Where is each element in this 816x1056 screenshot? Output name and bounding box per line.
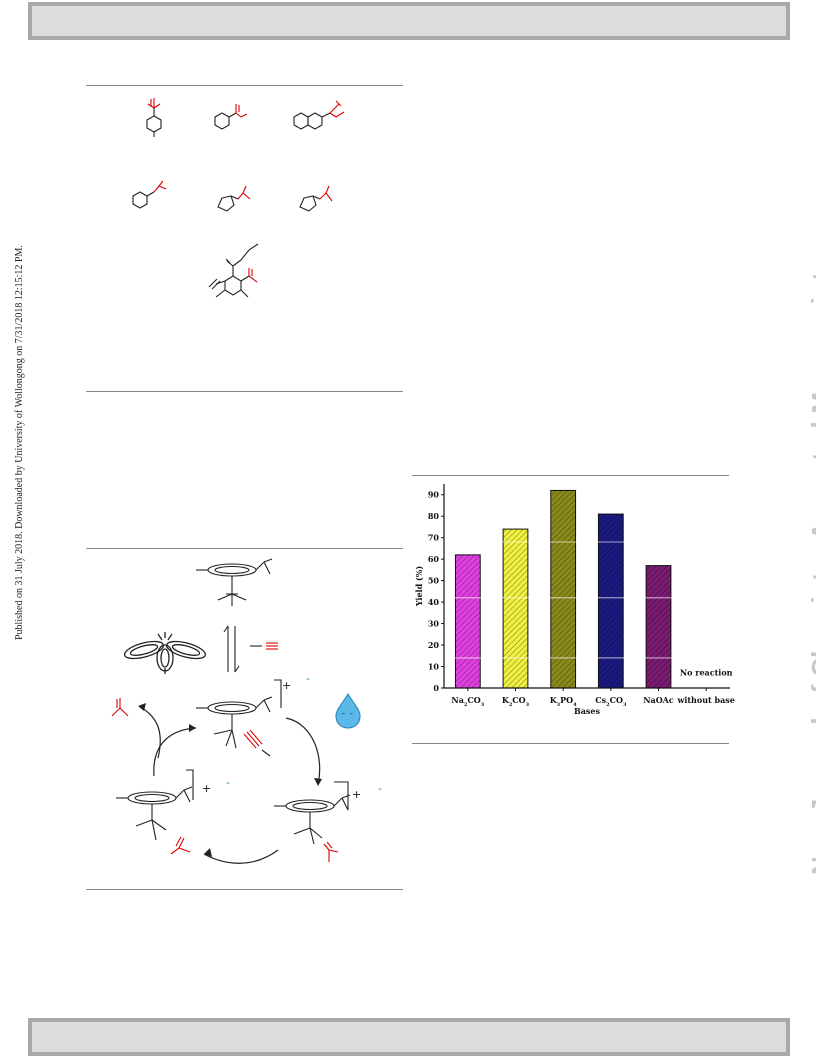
bar-K2CO3 bbox=[502, 528, 529, 689]
charge-minus-water-2: - bbox=[350, 709, 353, 718]
y-tick-label: 10 bbox=[428, 662, 440, 672]
catalytic-cycle-scheme: + - + - + - - - bbox=[111, 558, 382, 864]
structure-aryl-ketone-3 bbox=[132, 180, 167, 209]
y-tick-label: 40 bbox=[428, 597, 440, 607]
y-axis-label: Yield (%) bbox=[414, 566, 424, 608]
table-top-rule bbox=[86, 85, 403, 86]
figure-bottom-rule bbox=[412, 743, 729, 744]
cycle-arrows bbox=[141, 707, 321, 864]
x-tick-label: K2CO3 bbox=[502, 695, 530, 708]
charge-minus-middle: - bbox=[306, 672, 310, 685]
structure-aryl-ketone-1 bbox=[146, 98, 162, 137]
yield-bar-chart: 0 10 20 30 40 50 60 70 80 90 Na2CO3 K2CO3 K3PO4 Cs2CO… bbox=[414, 484, 735, 716]
structure-naphthyl-ketone bbox=[293, 100, 345, 130]
y-tick-label: 60 bbox=[428, 554, 440, 564]
bar-K3PO4 bbox=[550, 489, 577, 689]
y-tick-label: 80 bbox=[428, 511, 440, 521]
page-header-bar bbox=[28, 2, 790, 40]
x-tick-label: without base bbox=[676, 695, 734, 705]
ruthenium-complex-bottom-right bbox=[274, 781, 351, 862]
structure-aryl-ketone-2 bbox=[214, 104, 248, 130]
x-tick-label: Na2CO3 bbox=[451, 695, 484, 708]
water-drop-icon bbox=[335, 692, 361, 729]
structure-pyridine-ester-ketone bbox=[208, 243, 259, 298]
y-tick-label: 90 bbox=[428, 490, 440, 500]
alkyne-reagent bbox=[250, 642, 278, 650]
x-tick-label: Cs2CO3 bbox=[595, 695, 627, 708]
charge-plus-middle: + bbox=[282, 679, 291, 692]
ketone-product bbox=[111, 698, 129, 717]
scheme-top-rule bbox=[86, 548, 403, 549]
charge-minus-water-1: - bbox=[342, 709, 345, 718]
y-tick-label: 30 bbox=[428, 619, 440, 629]
ruthenium-complex-top bbox=[196, 558, 273, 606]
y-tick-label: 20 bbox=[428, 640, 440, 650]
table-bottom-rule bbox=[86, 391, 403, 392]
ruthenium-complex-middle bbox=[196, 679, 282, 757]
equilibrium-arrows bbox=[223, 625, 240, 673]
charge-minus-right: - bbox=[378, 782, 382, 795]
y-tick-label: 0 bbox=[433, 683, 439, 693]
x-axis-label: Bases bbox=[574, 706, 601, 716]
bar-NaOAc bbox=[645, 565, 672, 689]
bar-Na2CO3 bbox=[454, 554, 481, 689]
substrate-structures bbox=[132, 98, 345, 298]
bar-Cs2CO3 bbox=[597, 513, 624, 689]
charge-minus-left: - bbox=[226, 776, 230, 789]
structure-heteroaryl-ketone-1 bbox=[217, 185, 251, 212]
x-tick-label: NaOAc bbox=[643, 695, 674, 705]
phosphine-ligand bbox=[123, 632, 207, 674]
charge-plus-right: + bbox=[352, 788, 361, 801]
charge-plus-left: + bbox=[202, 782, 211, 795]
scheme-bottom-rule bbox=[86, 889, 403, 890]
x-tick-label: K3PO4 bbox=[550, 695, 577, 708]
structure-heteroaryl-ketone-2 bbox=[299, 185, 333, 212]
ruthenium-complex-bottom-left bbox=[116, 769, 194, 855]
page-footer-bar bbox=[28, 1018, 790, 1056]
y-tick-label: 50 bbox=[428, 576, 440, 586]
no-reaction-annotation: No reaction bbox=[680, 668, 733, 678]
figure-top-rule bbox=[412, 475, 729, 476]
y-tick-label: 70 bbox=[428, 533, 440, 543]
